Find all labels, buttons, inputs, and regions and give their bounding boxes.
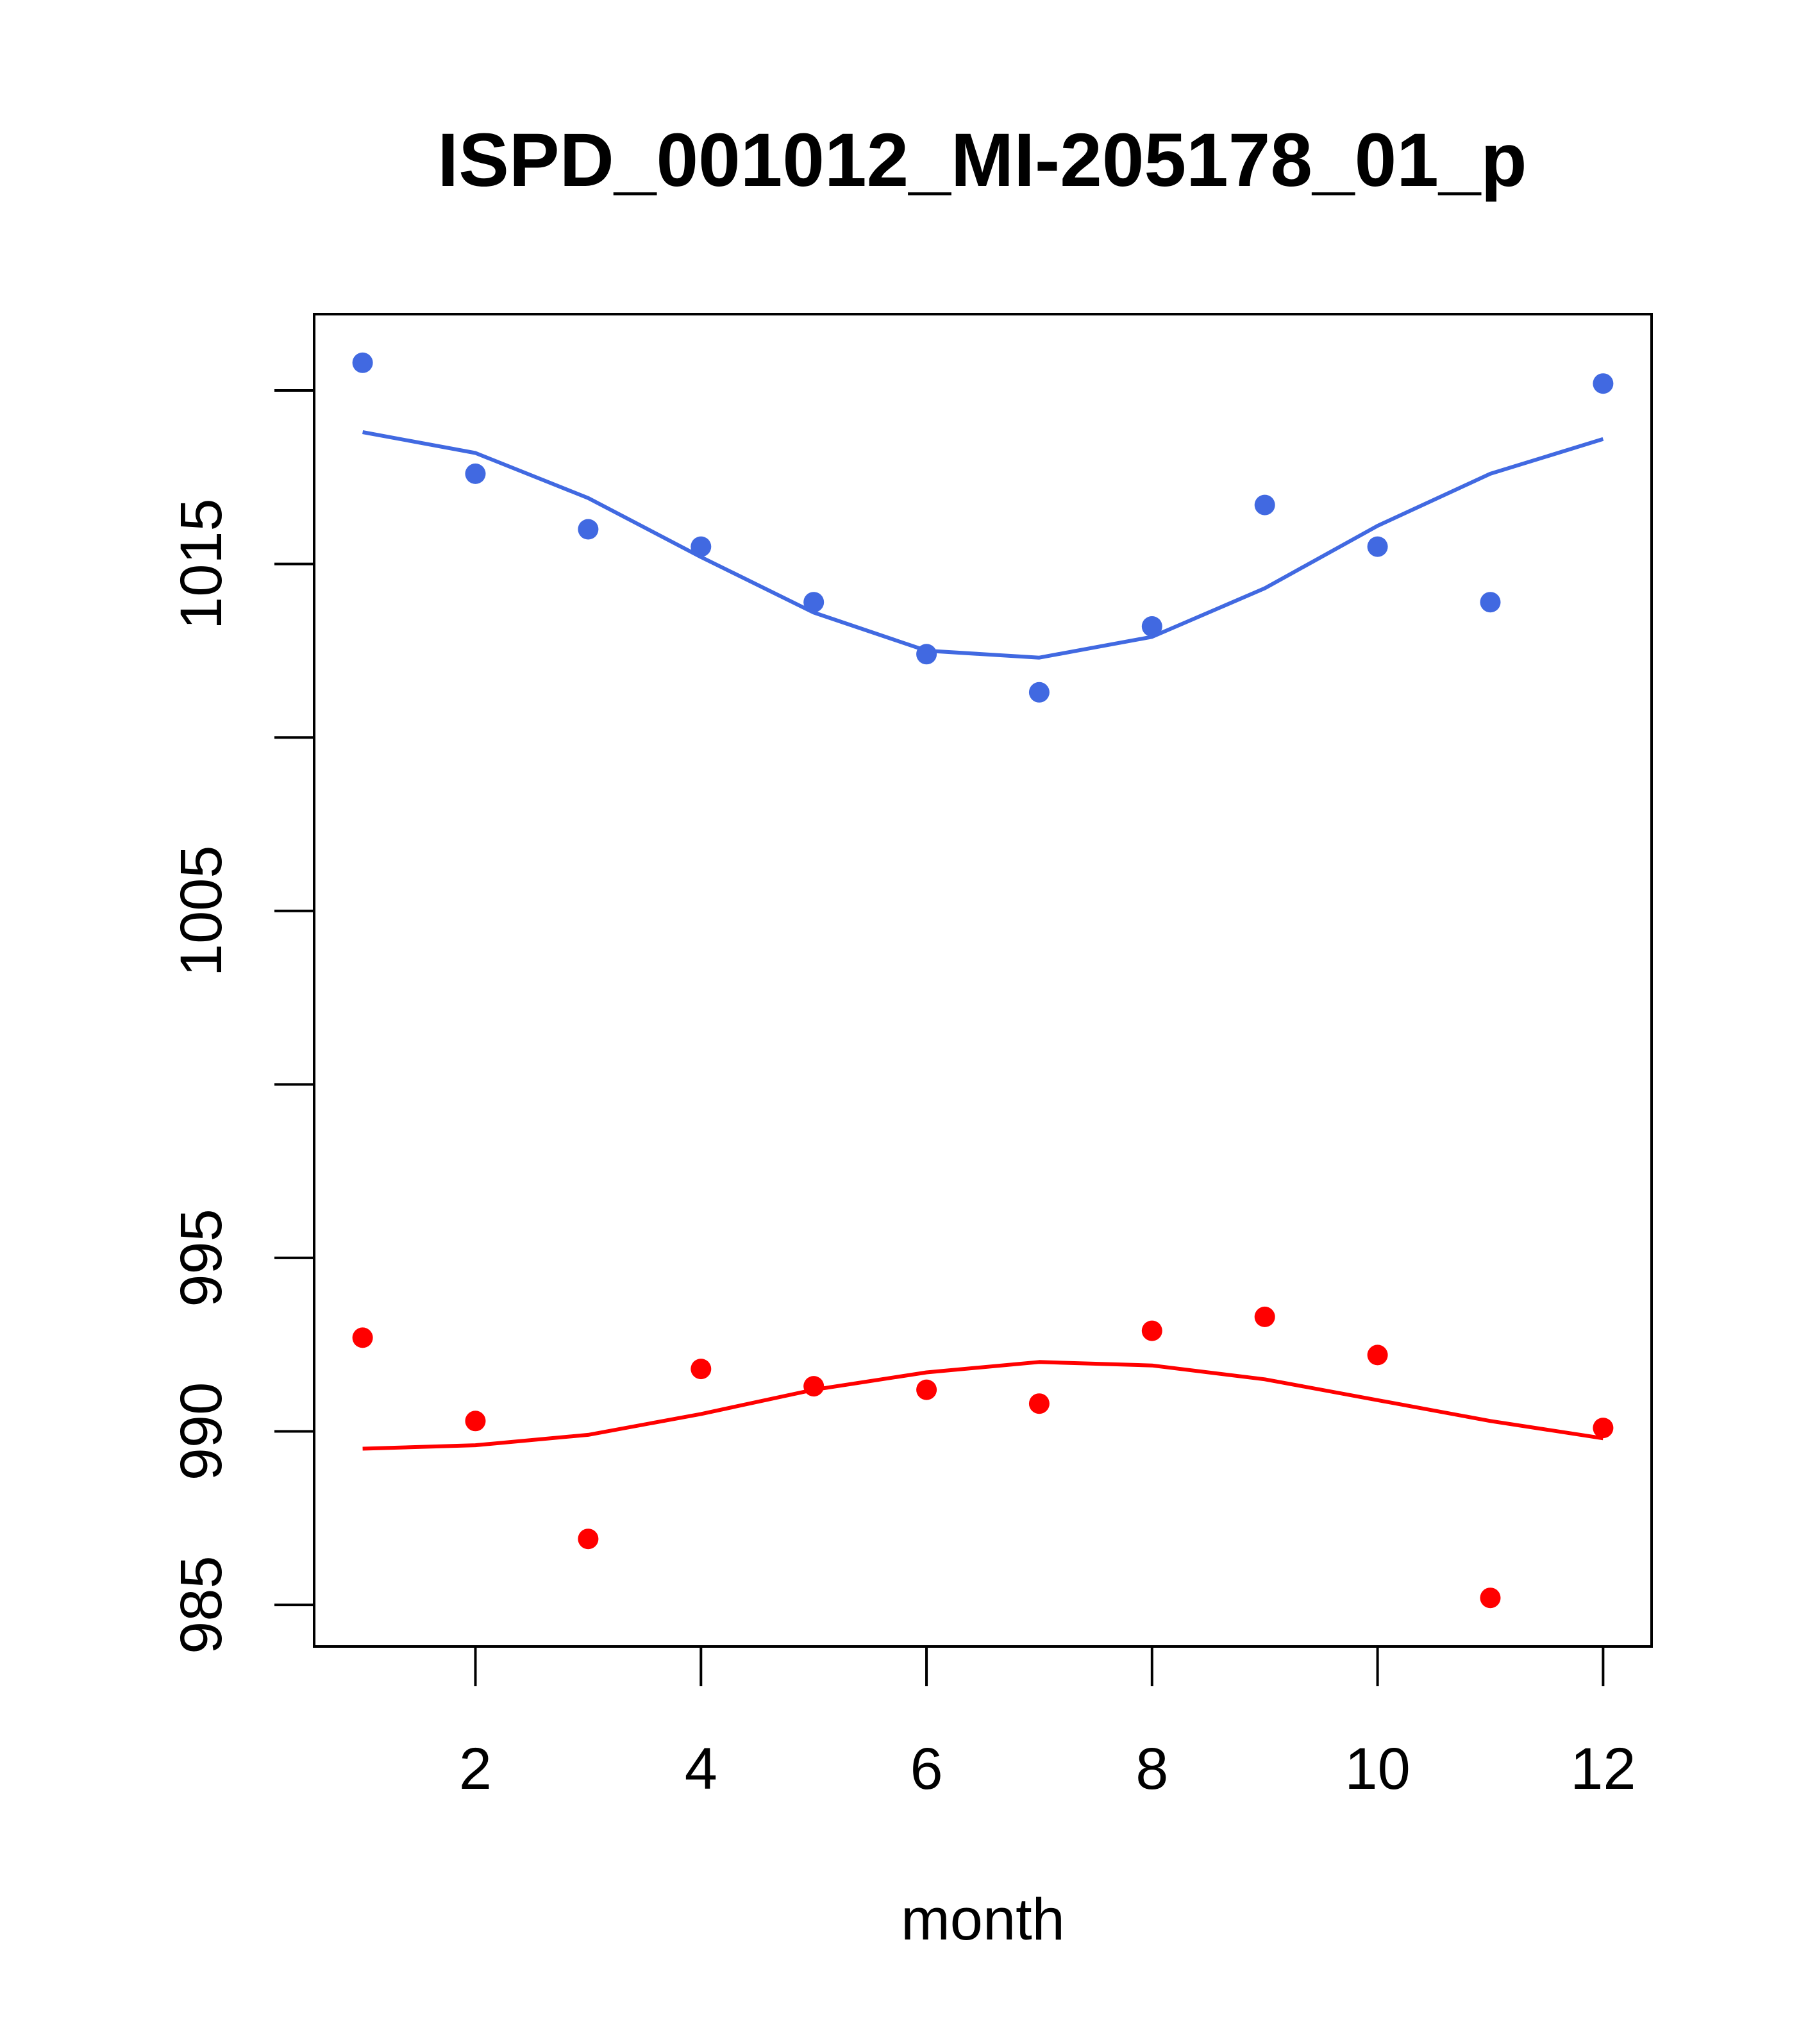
fit-line — [362, 430, 1604, 660]
data-point — [1593, 373, 1614, 394]
chart-title: ISPD_001012_MI-205178_01_p — [437, 118, 1527, 203]
x-tick-label: 10 — [1344, 1736, 1410, 1802]
series-2 — [352, 1306, 1614, 1609]
data-point — [916, 644, 937, 665]
x-axis: 2 4 6 8 10 12 — [459, 1645, 1636, 1802]
y-axis: 985 990 995 1005 1015 — [169, 389, 315, 1654]
data-point — [691, 536, 712, 557]
x-tick-label: 6 — [910, 1736, 942, 1802]
data-point — [1367, 536, 1388, 557]
series-layer — [352, 352, 1614, 1609]
data-point — [691, 1359, 712, 1380]
data-point — [1254, 1306, 1275, 1327]
y-tick-label: 985 — [169, 1555, 234, 1654]
data-point — [578, 1529, 599, 1550]
data-point — [803, 592, 825, 613]
plot-frame — [313, 313, 1653, 1648]
x-axis-label: month — [901, 1887, 1065, 1952]
fit-line — [362, 1360, 1603, 1451]
x-tick-label: 2 — [459, 1736, 492, 1802]
x-tick-label: 4 — [685, 1736, 717, 1802]
data-point — [465, 463, 486, 484]
y-tick-label: 1015 — [169, 498, 234, 630]
data-point — [1480, 1587, 1501, 1609]
data-point — [1141, 616, 1162, 637]
x-tick-label: 12 — [1570, 1736, 1636, 1802]
data-point — [352, 1327, 373, 1348]
data-point — [1028, 1393, 1050, 1414]
y-tick-label: 1005 — [169, 845, 234, 976]
data-point — [578, 519, 599, 540]
data-point — [803, 1376, 825, 1397]
y-tick-label: 995 — [169, 1209, 234, 1307]
data-point — [1141, 1320, 1162, 1341]
series-1 — [352, 352, 1614, 703]
data-point — [916, 1379, 937, 1400]
data-point — [1254, 494, 1275, 515]
data-point — [352, 352, 373, 373]
data-point — [1480, 592, 1501, 613]
y-tick-label: 990 — [169, 1382, 234, 1481]
data-point — [1028, 682, 1050, 703]
data-point — [1593, 1418, 1614, 1439]
data-point — [1367, 1345, 1388, 1366]
data-point — [465, 1411, 486, 1432]
x-tick-label: 8 — [1135, 1736, 1168, 1802]
